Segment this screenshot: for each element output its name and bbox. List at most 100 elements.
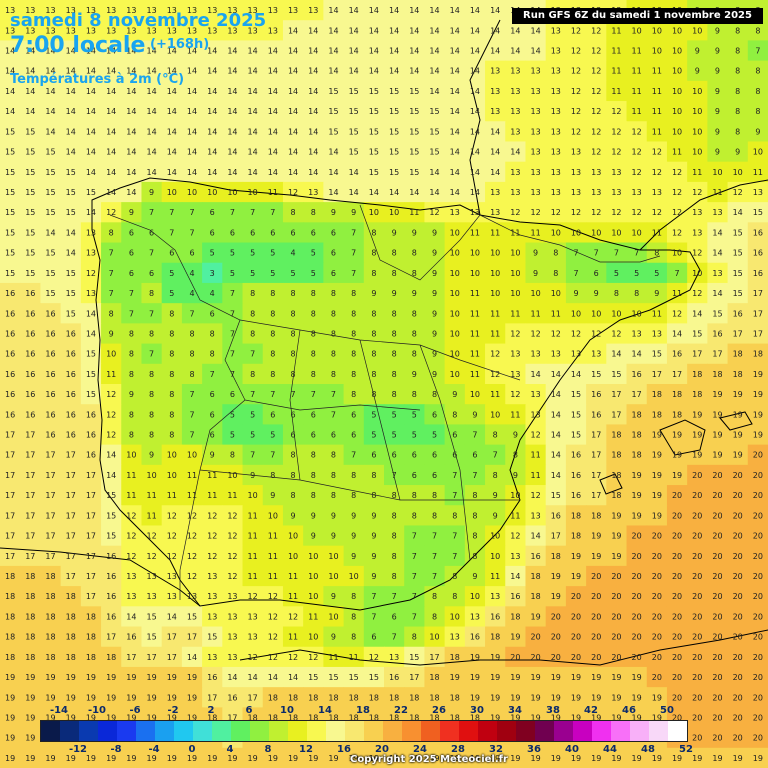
temperature-value: 16 [126,633,136,642]
temperature-cell [424,464,446,486]
temperature-value: 15 [25,188,35,197]
temperature-cell [747,202,768,223]
temperature-cell [242,0,264,21]
temperature-cell [687,384,708,405]
temperature-value: 12 [733,188,743,197]
temperature-cell [707,80,729,102]
temperature-value: 19 [126,754,136,763]
temperature-cell [20,303,42,324]
temperature-cell [727,303,749,324]
temperature-cell [666,20,688,42]
temperature-value: 9 [331,592,336,601]
legend-tick-label: 8 [264,744,272,755]
temperature-value: 8 [291,329,296,338]
temperature-value: 8 [513,451,518,460]
temperature-cell [303,343,324,365]
temperature-value: 17 [591,451,601,460]
temperature-value: 7 [270,451,275,460]
temperature-cell [363,121,385,143]
temperature-value: 11 [248,532,258,541]
temperature-value: 8 [351,471,356,480]
temperature-cell [202,363,223,385]
temperature-value: 14 [389,6,399,15]
temperature-value: 14 [470,127,480,136]
temperature-value: 15 [45,249,55,258]
temperature-cell [181,525,203,547]
temperature-cell [606,80,628,102]
temperature-value: 5 [250,410,255,419]
temperature-cell [0,161,21,183]
temperature-cell [606,525,628,547]
temperature-cell [545,222,567,244]
temperature-value: 17 [692,350,702,359]
temperature-value: 14 [187,107,197,116]
temperature-cell [222,121,244,143]
temperature-value: 9 [351,511,356,520]
temperature-value: 7 [371,592,376,601]
temperature-value: 5 [311,269,316,278]
forecast-lead-time: (+168h) [150,37,210,52]
temperature-value: 9 [351,208,356,217]
temperature-value: 12 [672,309,682,318]
temperature-cell [586,545,607,567]
temperature-value: 14 [126,188,136,197]
legend-swatch [668,721,687,741]
temperature-value: 10 [470,249,480,258]
temperature-cell [161,80,183,102]
temperature-value: 7 [412,532,417,541]
temperature-value: 17 [167,653,177,662]
temperature-value: 19 [551,693,561,702]
temperature-cell [464,262,486,284]
temperature-cell [626,101,648,122]
temperature-value: 10 [591,309,601,318]
temperature-value: 7 [412,572,417,581]
temperature-value: 16 [389,673,399,682]
variable-label: Températures à 2m (°C) [10,72,185,87]
temperature-value: 20 [733,612,743,621]
temperature-value: 14 [551,390,561,399]
temperature-cell [646,485,668,506]
temperature-cell [181,40,203,62]
temperature-value: 12 [692,249,702,258]
temperature-cell [0,485,21,506]
temperature-cell [222,444,244,466]
temperature-value: 15 [349,127,359,136]
temperature-value: 8 [149,289,154,298]
temperature-value: 20 [692,734,702,743]
temperature-value: 7 [250,451,255,460]
temperature-value: 8 [149,370,154,379]
temperature-value: 6 [149,269,154,278]
temperature-cell [80,545,102,567]
temperature-value: 11 [470,228,480,237]
temperature-cell [464,141,486,163]
temperature-value: 10 [611,228,621,237]
temperature-value: 14 [470,47,480,56]
temperature-value: 19 [167,754,177,763]
temperature-cell [646,424,668,446]
temperature-value: 8 [371,329,376,338]
forecast-local-time: 7:00 locale [10,33,146,58]
temperature-cell [707,384,729,405]
temperature-value: 8 [371,249,376,258]
temperature-value: 20 [733,713,743,722]
temperature-value: 19 [207,754,217,763]
temperature-cell [727,444,749,466]
temperature-cell [646,464,668,486]
temperature-cell [444,20,466,42]
temperature-value: 11 [146,511,156,520]
temperature-value: 14 [328,148,338,157]
temperature-cell [606,424,628,446]
temperature-value: 14 [470,6,480,15]
temperature-value: 6 [452,451,457,460]
temperature-value: 14 [510,47,520,56]
temperature-value: 15 [328,673,338,682]
temperature-value: 7 [149,309,154,318]
temperature-value: 15 [591,370,601,379]
temperature-value: 7 [432,572,437,581]
temperature-cell [747,141,768,163]
temperature-value: 12 [268,633,278,642]
temperature-value: 14 [349,6,359,15]
temperature-value: 16 [106,572,116,581]
temperature-value: 7 [432,552,437,561]
temperature-value: 18 [86,633,96,642]
